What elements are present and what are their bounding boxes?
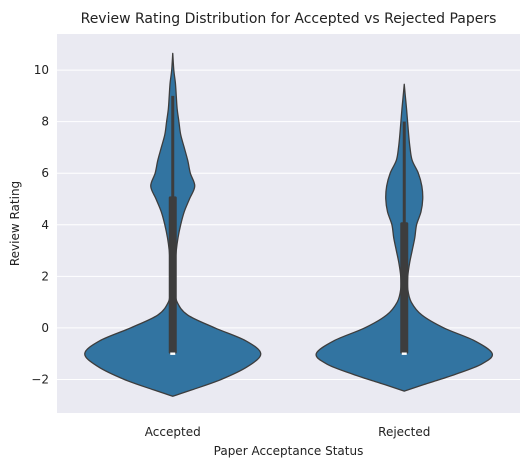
violin-rejected (315, 83, 494, 392)
y-tick-label: −2 (31, 372, 49, 386)
y-tick-label: 6 (41, 166, 49, 180)
x-tick-label: Accepted (145, 425, 201, 439)
violin-median (401, 352, 407, 355)
y-tick-label: 4 (41, 218, 49, 232)
y-tick-label: 10 (34, 63, 49, 77)
x-tick-labels: Accepted Rejected (145, 425, 431, 439)
violin-iqr-box (168, 196, 177, 354)
chart-title: Review Rating Distribution for Accepted … (81, 11, 497, 27)
y-axis-label: Review Rating (8, 181, 22, 266)
violins (84, 52, 494, 397)
y-tick-label: 8 (41, 115, 49, 129)
y-tick-label: 2 (41, 269, 49, 283)
violin-iqr-box (400, 222, 409, 354)
violin-accepted (84, 52, 262, 397)
x-tick-label: Rejected (378, 425, 430, 439)
violin-median (170, 352, 176, 355)
y-tick-labels: −2 0 2 4 6 8 10 (31, 63, 49, 386)
y-tick-label: 0 (41, 321, 49, 335)
x-axis-label: Paper Acceptance Status (214, 444, 364, 458)
